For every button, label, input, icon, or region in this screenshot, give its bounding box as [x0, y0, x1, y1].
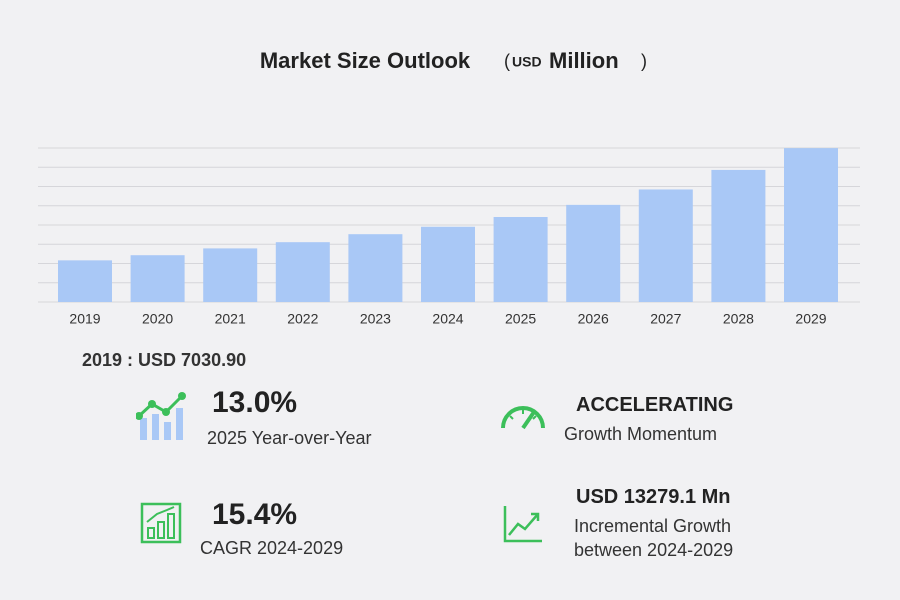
stat-label: Incremental Growth: [574, 516, 732, 536]
stat-label: Growth Momentum: [564, 424, 718, 444]
x-tick-label: 2025: [505, 311, 536, 327]
yoy-icon: [136, 392, 186, 440]
bar: [275, 242, 330, 302]
bar: [58, 260, 112, 302]
bar: [493, 217, 548, 302]
x-tick-label: 2022: [287, 311, 318, 327]
unit-currency: USD: [512, 54, 542, 70]
momentum-icon: [501, 406, 545, 430]
stat-label: CAGR 2024-2029: [200, 538, 344, 558]
x-tick-label: 2027: [650, 311, 681, 327]
bar: [711, 169, 766, 302]
chart: Market Size Outlook ( USD Million ) 2019…: [38, 48, 860, 327]
bar: [784, 148, 838, 302]
bar: [638, 189, 693, 302]
unit-label: Million: [549, 48, 619, 73]
x-tick-label: 2024: [432, 311, 463, 327]
stat-label: 2025 Year-over-Year: [207, 428, 372, 448]
x-tick-label: 2021: [215, 311, 246, 327]
unit-close: ): [641, 51, 647, 71]
x-tick-label: 2023: [360, 311, 391, 327]
bar: [421, 226, 475, 302]
x-tick-label: 2026: [578, 311, 609, 327]
cagr-icon: [140, 502, 182, 544]
stat-value: USD 13279.1 Mn: [576, 486, 731, 508]
bar: [130, 255, 185, 302]
unit-open: (: [504, 51, 510, 71]
incremental-icon: [503, 506, 542, 543]
bar: [203, 248, 258, 302]
stat-value: ACCELERATING: [576, 394, 734, 416]
x-tick-label: 2020: [142, 311, 173, 327]
x-tick-label: 2029: [795, 311, 826, 327]
base-year-label: 2019 : USD 7030.90: [82, 350, 247, 370]
bar: [566, 204, 621, 302]
stat-value: 13.0%: [212, 386, 298, 419]
x-tick-label: 2019: [69, 311, 100, 327]
chart-title: Market Size Outlook: [260, 48, 471, 73]
bar: [348, 234, 403, 302]
stat-value: 15.4%: [212, 498, 298, 531]
x-tick-label: 2028: [723, 311, 754, 327]
stat-label: between 2024-2029: [574, 540, 734, 560]
